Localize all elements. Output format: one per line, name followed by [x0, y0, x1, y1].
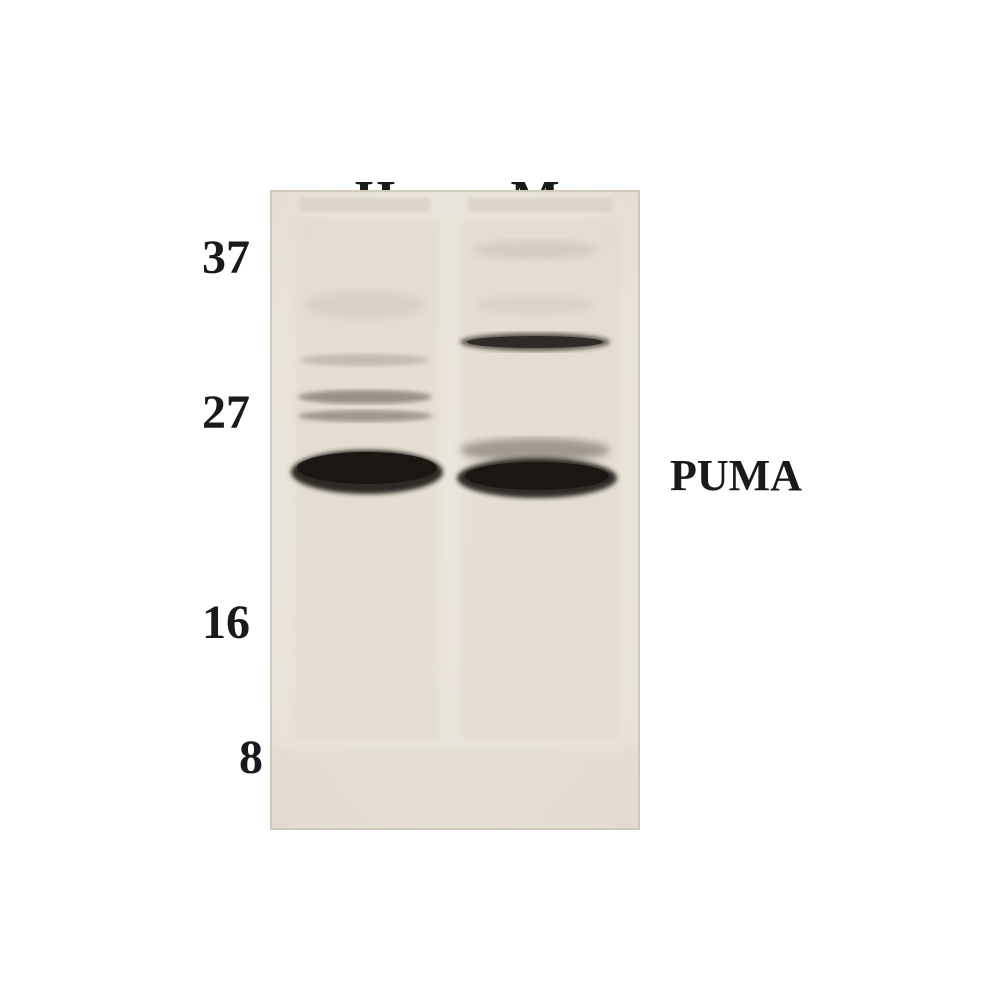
mw-marker-27: 27 — [170, 385, 250, 440]
mw-marker-16: 16 — [170, 595, 250, 650]
western-blot-figure: 37 27 16 8 H M PUMA — [150, 150, 850, 850]
target-label: PUMA — [670, 450, 802, 501]
mw-marker-37: 37 — [170, 230, 250, 285]
mw-marker-8: 8 — [183, 730, 263, 785]
blot-membrane — [270, 190, 640, 830]
